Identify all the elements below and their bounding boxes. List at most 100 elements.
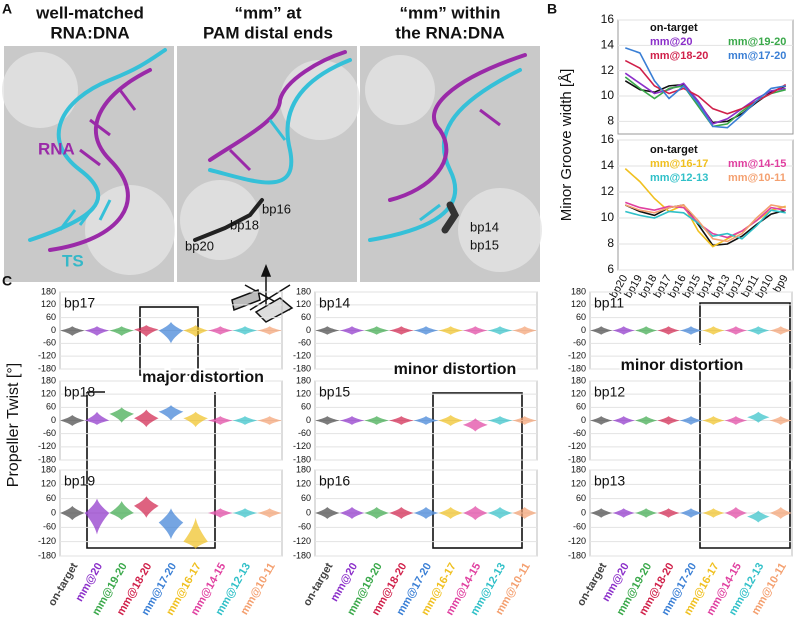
- violin: [60, 505, 85, 521]
- violin: [590, 508, 613, 518]
- y-tick-label: -120: [38, 351, 56, 361]
- violin: [634, 508, 658, 518]
- violin: [109, 326, 134, 336]
- y-tick-label: 0: [581, 507, 586, 517]
- y-tick-label: 14: [601, 158, 615, 172]
- y-tick-label: 60: [301, 493, 311, 503]
- y-tick-label: 180: [41, 286, 56, 296]
- violin: [413, 507, 439, 519]
- violin: [634, 416, 658, 425]
- x-tick-label: on-target: [46, 561, 80, 609]
- violin: [612, 416, 635, 425]
- series-line: [624, 59, 787, 115]
- y-tick-label: 0: [581, 325, 586, 335]
- legend-entry: on-target: [650, 144, 698, 156]
- y-tick-label: 120: [41, 389, 56, 399]
- violin: [257, 416, 282, 425]
- violin: [590, 416, 613, 425]
- violin: [487, 416, 513, 425]
- y-tick-label: 16: [601, 12, 615, 26]
- violin: [612, 326, 635, 335]
- y-tick-label: -180: [568, 454, 586, 464]
- y-tick-label: 0: [51, 325, 56, 335]
- legend-entry: mm@19-20: [728, 36, 786, 48]
- y-tick-label: 180: [41, 464, 56, 474]
- legend-entry: mm@16-17: [650, 158, 708, 170]
- bp-label: bp14: [470, 219, 499, 234]
- y-axis-label: Propeller Twist [°]: [5, 363, 22, 487]
- violin: [702, 508, 725, 518]
- y-tick-label: -180: [293, 363, 311, 373]
- violin: [84, 326, 110, 336]
- legend-entry: mm@17-20: [728, 50, 786, 62]
- violin: [158, 321, 184, 344]
- y-tick-label: 120: [41, 299, 56, 309]
- violin: [183, 517, 208, 549]
- structure-title: PAM distal ends: [203, 23, 333, 42]
- y-tick-label: 0: [306, 415, 311, 425]
- y-tick-label: 60: [576, 312, 586, 322]
- violin: [60, 415, 85, 426]
- bp-label: bp16: [262, 201, 291, 216]
- violin: [747, 411, 770, 423]
- y-tick-label: -180: [293, 454, 311, 464]
- legend-entry: mm@14-15: [728, 158, 786, 170]
- violin: [724, 326, 748, 335]
- row-label: bp18: [64, 384, 95, 400]
- violin: [657, 326, 680, 335]
- violin: [232, 416, 258, 425]
- violin: [208, 326, 233, 335]
- violin: [463, 326, 488, 335]
- y-tick-label: -180: [568, 550, 586, 560]
- violin: [315, 326, 340, 335]
- violin: [657, 416, 680, 425]
- panel-label: B: [547, 1, 557, 17]
- y-tick-label: 60: [301, 402, 311, 412]
- y-tick-label: -120: [293, 351, 311, 361]
- structure-images: [2, 46, 542, 282]
- violin: [84, 411, 110, 425]
- panel-label: A: [2, 1, 12, 17]
- y-tick-label: 120: [296, 299, 311, 309]
- bp-label: bp20: [185, 238, 214, 253]
- y-tick-label: -60: [298, 522, 311, 532]
- row-label: bp12: [594, 384, 625, 400]
- structure-title: the RNA:DNA: [395, 23, 505, 42]
- violin: [679, 416, 703, 425]
- legend-entry: mm@18-20: [650, 50, 708, 62]
- violin: [438, 507, 463, 519]
- y-tick-label: 10: [601, 210, 615, 224]
- y-tick-label: 120: [571, 299, 586, 309]
- violin: [438, 415, 463, 426]
- violin: [208, 416, 233, 425]
- violin: [158, 508, 184, 540]
- y-tick-label: 180: [571, 464, 586, 474]
- structure-title: “mm” within: [399, 3, 500, 22]
- y-tick-label: -120: [568, 441, 586, 451]
- y-tick-label: 16: [601, 132, 615, 146]
- violin: [232, 326, 258, 335]
- y-axis-label: Minor Groove width [Å]: [558, 69, 575, 222]
- highlight-box: [699, 302, 791, 549]
- violin: [512, 416, 537, 425]
- violin: [389, 416, 414, 425]
- violin: [413, 416, 439, 425]
- annotation: major distortion: [142, 369, 264, 386]
- violin: [657, 508, 680, 518]
- y-tick-label: -60: [573, 522, 586, 532]
- series-line: [625, 201, 786, 239]
- y-tick-label: 0: [51, 507, 56, 517]
- y-tick-label: -120: [293, 441, 311, 451]
- y-tick-label: -180: [568, 363, 586, 373]
- y-tick-label: 180: [41, 375, 56, 385]
- violin: [512, 326, 537, 335]
- row-label: bp14: [319, 295, 350, 311]
- bp-label: bp15: [470, 237, 499, 252]
- y-tick-label: -120: [38, 536, 56, 546]
- structure-title: RNA:DNA: [50, 23, 129, 42]
- violin: [413, 326, 439, 335]
- violin: [747, 326, 770, 335]
- y-tick-label: -60: [573, 428, 586, 438]
- violin: [590, 326, 613, 335]
- y-tick-label: 120: [296, 389, 311, 399]
